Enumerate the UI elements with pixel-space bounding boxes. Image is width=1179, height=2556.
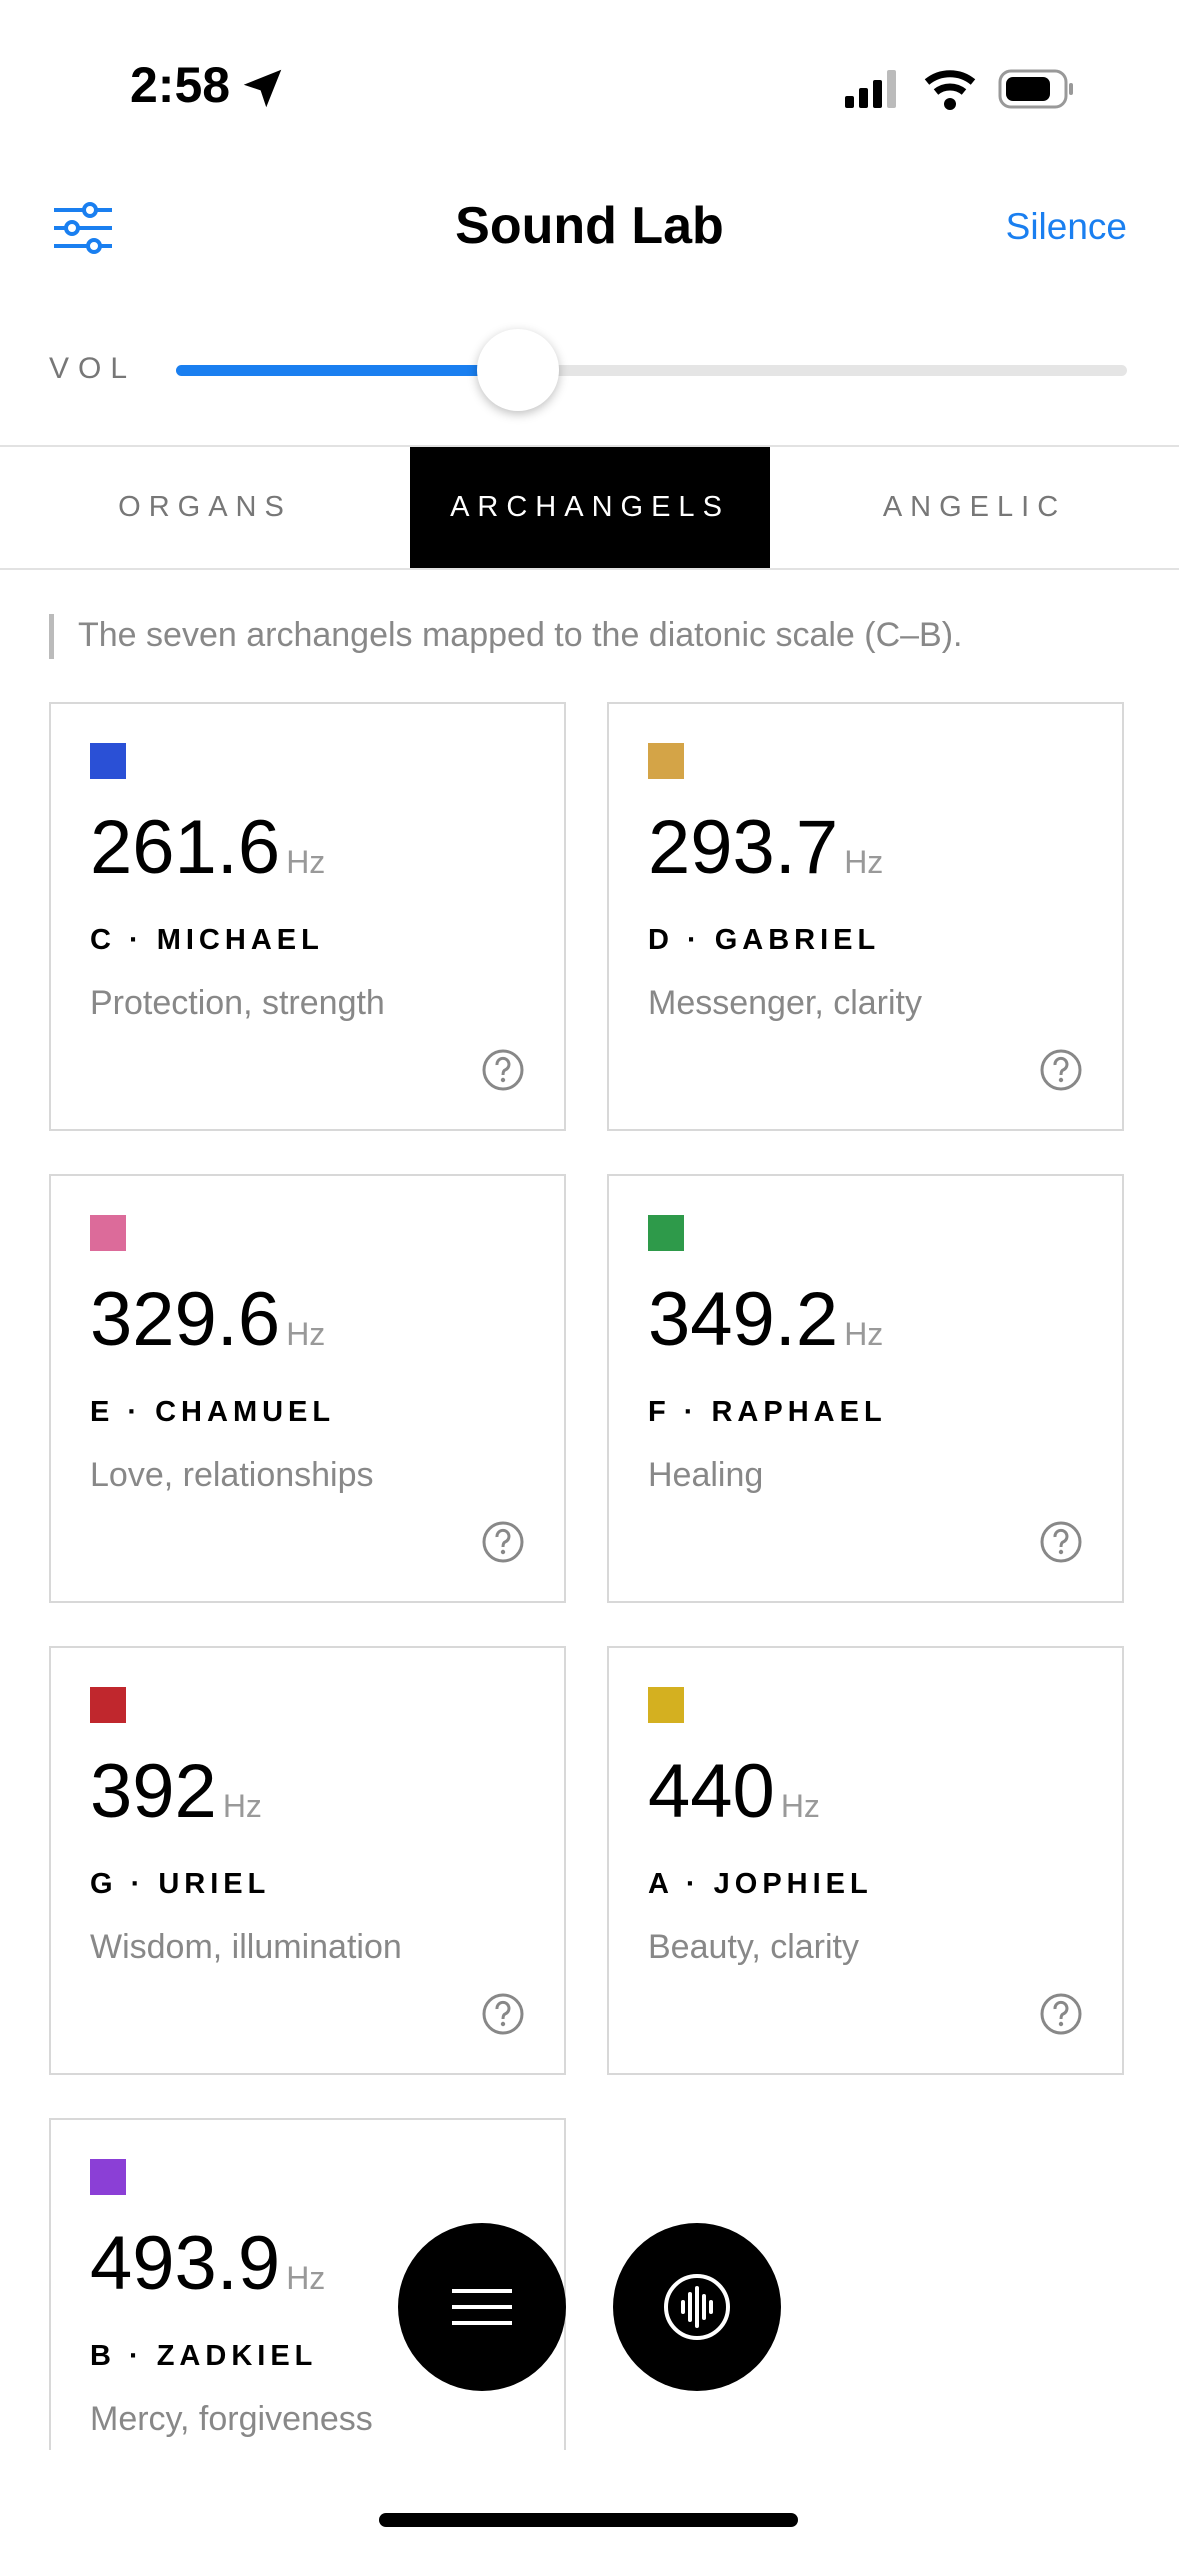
archangel-meaning: Beauty, clarity bbox=[648, 1928, 860, 1966]
volume-track[interactable] bbox=[176, 365, 1127, 376]
tab[interactable]: ANGELIC bbox=[882, 491, 1067, 523]
archangel-meaning: Healing bbox=[648, 1456, 764, 1494]
color-swatch bbox=[90, 743, 126, 779]
archangel-label: B · ZADKIEL bbox=[90, 2340, 318, 2372]
archangel-meaning: Mercy, forgiveness bbox=[90, 2400, 373, 2438]
frequency-card[interactable]: 261.6 Hz C · MICHAEL Protection, strength bbox=[49, 702, 566, 1131]
frequency-value: 293.7 bbox=[648, 805, 839, 890]
color-swatch bbox=[648, 1215, 684, 1251]
frequency: 293.7 Hz bbox=[648, 804, 883, 891]
color-swatch bbox=[90, 2159, 126, 2195]
frequency-card[interactable]: 440 Hz A · JOPHIEL Beauty, clarity bbox=[607, 1646, 1124, 2075]
frequency-unit: Hz bbox=[844, 844, 884, 880]
archangel-meaning: Wisdom, illumination bbox=[90, 1928, 402, 1966]
frequency-value: 261.6 bbox=[90, 805, 281, 890]
help-icon bbox=[1040, 1049, 1082, 1091]
card-grid: 261.6 Hz C · MICHAEL Protection, strength 29… bbox=[49, 702, 1124, 2450]
archangel-label: D · GABRIEL bbox=[648, 924, 881, 956]
archangel-meaning: Love, relationships bbox=[90, 1456, 374, 1494]
description: The seven archangels mapped to the diato… bbox=[78, 616, 963, 654]
frequency: 329.6 Hz bbox=[90, 1276, 325, 1363]
frequency-value: 493.9 bbox=[90, 2221, 281, 2306]
help-button[interactable] bbox=[481, 1992, 525, 2041]
color-swatch bbox=[90, 1687, 126, 1723]
help-button[interactable] bbox=[481, 1520, 525, 1569]
archangel-label: F · RAPHAEL bbox=[648, 1396, 887, 1428]
help-button[interactable] bbox=[1039, 1520, 1083, 1569]
frequency: 440 Hz bbox=[648, 1748, 820, 1835]
help-icon bbox=[482, 1993, 524, 2035]
color-swatch bbox=[90, 1215, 126, 1251]
volume-thumb[interactable] bbox=[477, 329, 560, 411]
archangel-meaning: Messenger, clarity bbox=[648, 984, 922, 1022]
home-indicator bbox=[379, 2513, 798, 2527]
frequency: 261.6 Hz bbox=[90, 804, 325, 891]
frequency-value: 440 bbox=[648, 1749, 775, 1834]
volume-label: VOL bbox=[49, 352, 137, 385]
menu-icon bbox=[452, 2289, 512, 2325]
archangel-label: A · JOPHIEL bbox=[648, 1868, 873, 1900]
frequency-unit: Hz bbox=[286, 2260, 326, 2296]
frequency-card[interactable]: 349.2 Hz F · RAPHAEL Healing bbox=[607, 1174, 1124, 1603]
frequency-card[interactable]: 329.6 Hz E · CHAMUEL Love, relationships bbox=[49, 1174, 566, 1603]
help-icon bbox=[1040, 1521, 1082, 1563]
frequency-value: 349.2 bbox=[648, 1277, 839, 1362]
frequency: 493.9 Hz bbox=[90, 2220, 325, 2307]
help-icon bbox=[482, 1049, 524, 1091]
archangel-label: G · URIEL bbox=[90, 1868, 271, 1900]
help-button[interactable] bbox=[1039, 1992, 1083, 2041]
settings-button[interactable] bbox=[54, 202, 112, 254]
tab[interactable]: ARCHANGELS bbox=[410, 447, 770, 568]
frequency-unit: Hz bbox=[844, 1316, 884, 1352]
sound-icon bbox=[664, 2274, 730, 2340]
color-swatch bbox=[648, 743, 684, 779]
status-time: 2:58 bbox=[130, 57, 231, 113]
silence-button[interactable]: Silence bbox=[1005, 206, 1127, 247]
help-icon bbox=[482, 1521, 524, 1563]
tab[interactable]: ORGANS bbox=[118, 491, 292, 523]
description-bar bbox=[49, 614, 54, 659]
screen-title: Sound Lab bbox=[455, 197, 724, 255]
archangel-label: C · MICHAEL bbox=[90, 924, 324, 956]
frequency-unit: Hz bbox=[780, 1788, 820, 1824]
sound-button[interactable] bbox=[613, 2223, 781, 2391]
frequency: 349.2 Hz bbox=[648, 1276, 883, 1363]
volume-fill bbox=[176, 365, 519, 376]
frequency-card[interactable]: 392 Hz G · URIEL Wisdom, illumination bbox=[49, 1646, 566, 2075]
frequency-value: 392 bbox=[90, 1749, 217, 1834]
frequency-unit: Hz bbox=[222, 1788, 262, 1824]
archangel-label: E · CHAMUEL bbox=[90, 1396, 336, 1428]
frequency-value: 329.6 bbox=[90, 1277, 281, 1362]
help-button[interactable] bbox=[481, 1048, 525, 1097]
frequency-unit: Hz bbox=[286, 844, 326, 880]
archangel-meaning: Protection, strength bbox=[90, 984, 385, 1022]
help-button[interactable] bbox=[1039, 1048, 1083, 1097]
color-swatch bbox=[648, 1687, 684, 1723]
location-icon bbox=[243, 69, 282, 108]
frequency-card[interactable]: 293.7 Hz D · GABRIEL Messenger, clarity bbox=[607, 702, 1124, 1131]
help-icon bbox=[1040, 1993, 1082, 2035]
status-icons bbox=[845, 69, 1073, 110]
frequency-unit: Hz bbox=[286, 1316, 326, 1352]
frequency: 392 Hz bbox=[90, 1748, 262, 1835]
menu-button[interactable] bbox=[398, 2223, 566, 2391]
tab-bar: ORGANS ARCHANGELS ANGELIC bbox=[0, 445, 1179, 570]
